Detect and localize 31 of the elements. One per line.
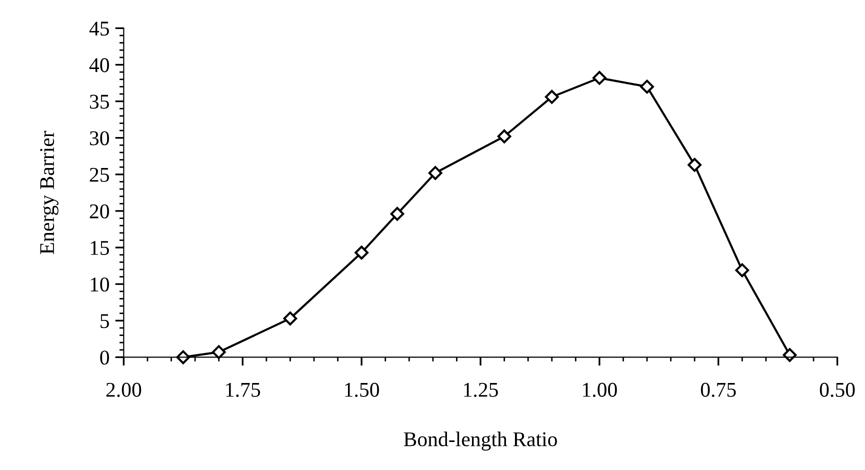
- y-tick-label: 25: [90, 168, 109, 182]
- y-axis-title: Energy Barrier: [40, 130, 58, 254]
- y-tick-label: 10: [90, 277, 110, 292]
- point: [497, 129, 512, 144]
- y-tick-label: 15: [90, 241, 109, 255]
- y-tick-label: 0: [100, 350, 110, 365]
- y-tick-label: 45: [89, 22, 109, 36]
- point: [390, 206, 404, 221]
- x-tick-label: 2.00: [106, 382, 142, 397]
- x-tick-label: 1.00: [583, 382, 617, 397]
- point: [688, 158, 702, 172]
- point: [782, 348, 797, 362]
- y-tick-label: 20: [90, 204, 110, 218]
- point: [354, 246, 369, 260]
- point: [735, 263, 750, 278]
- x-tick-label: 1.50: [345, 382, 380, 397]
- x-tick-label: 1.25: [464, 382, 498, 397]
- point: [283, 312, 298, 326]
- y-tick-label: 30: [90, 131, 110, 146]
- x-tick-label: 0.75: [700, 382, 736, 397]
- point: [640, 80, 654, 94]
- x-axis-title: Bond-length Ratio: [404, 432, 557, 451]
- y-tick-label: 40: [89, 58, 110, 72]
- point: [212, 345, 226, 360]
- y-tick-label: 35: [90, 94, 109, 109]
- x-tick-label: 0.50: [820, 382, 855, 397]
- point: [592, 70, 606, 85]
- y-tick-label: 5: [100, 314, 109, 328]
- point: [428, 166, 442, 180]
- x-tick-label: 1.75: [226, 382, 260, 397]
- point: [544, 90, 559, 104]
